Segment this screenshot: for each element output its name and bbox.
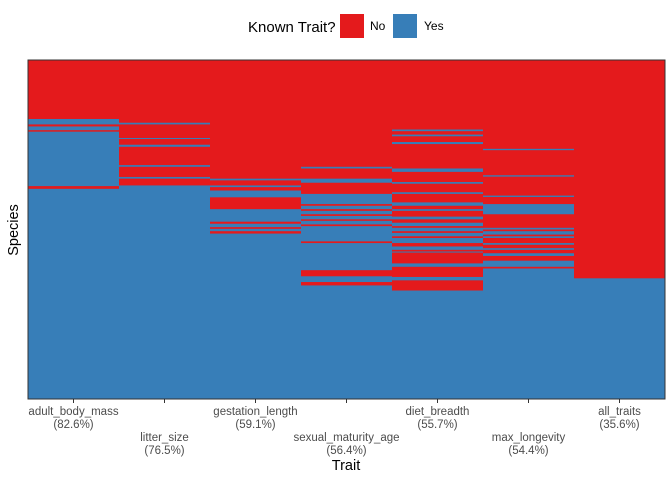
column-adult_body_mass-missing-segment [28,186,120,189]
column-sexual_maturity_age-missing-segment [301,209,393,211]
column-diet_breadth-missing-segment [392,219,484,223]
y-axis-title: Species [6,204,22,256]
column-diet_breadth-missing-segment [392,266,484,277]
column-gestation_length-missing-segment [210,231,302,234]
x-tick-percent: (35.6%) [599,419,639,431]
legend-label-no: No [370,19,386,33]
column-gestation_length-missing-segment [210,187,302,191]
column-diet_breadth-missing-segment [392,252,484,264]
column-max_longevity-missing-segment [483,234,575,237]
x-tick-label: sexual_maturity_age [293,432,399,444]
column-diet_breadth-missing-segment [392,231,484,233]
column-sexual_maturity_age-missing-segment [301,219,393,221]
x-tick-label: all_traits [598,406,641,418]
column-adult_body_mass-missing-segment [28,130,120,132]
column-adult_body_mass-missing-segment [28,124,120,127]
column-max_longevity-missing-segment [483,249,575,254]
legend: Known Trait? No Yes [248,14,444,38]
column-diet_breadth-missing-segment [392,243,484,247]
legend-title: Known Trait? [248,19,336,36]
x-tick-label: max_longevity [492,432,566,444]
x-tick-percent: (55.7%) [417,419,457,431]
column-max_longevity-missing-segment [483,244,575,249]
column-gestation_length-missing-segment [210,197,302,210]
column-diet_breadth-missing-segment [392,249,484,252]
legend-key-no [340,14,364,38]
column-diet_breadth-missing-segment [392,136,484,143]
column-diet_breadth-missing-segment [392,171,484,183]
x-tick-percent: (54.4%) [508,445,548,457]
x-tick-label: diet_breadth [406,406,470,418]
column-diet_breadth-missing-segment [392,144,484,169]
x-tick-label: adult_body_mass [28,406,118,418]
x-axis-title: Trait [332,458,360,474]
x-tick-label: gestation_length [213,406,297,418]
column-max_longevity-missing-segment [483,255,575,261]
column-diet_breadth-missing-segment [392,205,484,210]
column-litter_size-missing-segment [119,146,211,166]
x-tick-percent: (76.5%) [144,445,184,457]
legend-label-yes: Yes [424,19,444,33]
plot-area [27,59,666,400]
column-max_longevity-missing-segment [483,214,575,228]
column-gestation_length-missing-segment [210,227,302,229]
column-litter_size-missing-segment [119,138,211,145]
column-sexual_maturity_age-missing-segment [301,204,393,206]
column-sexual_maturity_age-missing-segment [301,60,393,167]
column-gestation_length-missing-segment [210,180,302,186]
column-diet_breadth-missing-segment [392,60,484,130]
column-sexual_maturity_age-missing-segment [301,214,393,216]
column-litter_size-missing-segment [119,124,211,138]
column-gestation_length-missing-segment [210,221,302,224]
column-max_longevity-missing-segment [483,196,575,205]
column-diet_breadth-missing-segment [392,226,484,228]
x-axis: adult_body_mass(82.6%) litter_size(76.5%)… [28,399,641,457]
column-diet_breadth-missing-segment [392,210,484,217]
column-diet_breadth-missing-segment [392,131,484,135]
column-all_traits-missing-segment [574,60,666,279]
x-tick-percent: (82.6%) [53,419,93,431]
column-litter_size-missing-segment [119,60,211,123]
x-tick-percent: (59.1%) [235,419,275,431]
column-gestation_length-missing-segment [210,60,302,179]
column-sexual_maturity_age-missing-segment [301,168,393,179]
column-max_longevity-missing-segment [483,229,575,232]
column-diet_breadth-missing-segment [392,193,484,203]
column-litter_size-missing-segment [119,166,211,177]
column-diet_breadth-missing-segment [392,236,484,238]
x-tick-percent: (56.4%) [326,445,366,457]
column-max_longevity-missing-segment [483,176,575,196]
column-sexual_maturity_age-missing-segment [301,241,393,244]
legend-key-yes [393,14,417,38]
column-sexual_maturity_age-missing-segment [301,224,393,227]
column-sexual_maturity_age-missing-segment [301,270,393,277]
column-litter_size-missing-segment [119,178,211,186]
x-tick-label: litter_size [140,432,189,444]
column-diet_breadth-missing-segment [392,280,484,291]
column-sexual_maturity_age-missing-segment [301,282,393,286]
column-max_longevity-missing-segment [483,150,575,176]
column-max_longevity-missing-segment [483,60,575,149]
column-sexual_maturity_age-missing-segment [301,182,393,194]
column-diet_breadth-missing-segment [392,183,484,193]
column-max_longevity-missing-segment [483,266,575,269]
column-adult_body_mass-missing-segment [28,60,120,119]
column-max_longevity-missing-segment [483,237,575,244]
